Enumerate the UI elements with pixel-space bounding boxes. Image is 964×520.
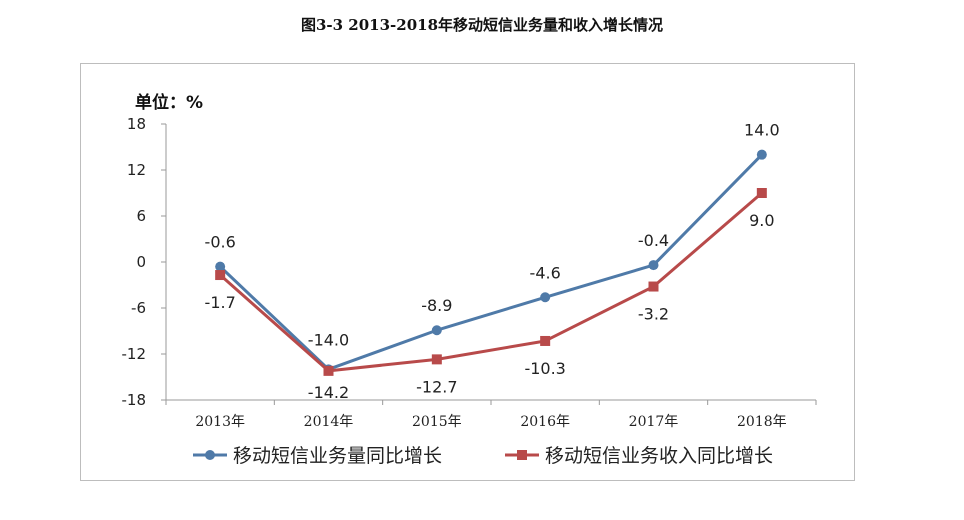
data-point: [756, 188, 767, 198]
data-label: -14.0: [308, 330, 349, 349]
data-label: -14.2: [308, 383, 349, 402]
y-tick-label: -18: [122, 391, 147, 409]
y-tick-label: 18: [127, 115, 146, 133]
data-point: [215, 261, 226, 272]
legend-label: 移动短信业务量同比增长: [233, 445, 442, 467]
y-axis: 18 12 6 0 -6 -12 -18: [122, 115, 167, 409]
series-line-1: [219, 153, 763, 371]
x-tick-label: 2018年: [737, 414, 787, 430]
chart-title: 图3-3 2013-2018年移动短信业务量和收入增长情况: [300, 16, 664, 34]
data-label: -0.6: [205, 233, 236, 252]
data-label: 9.0: [749, 211, 774, 230]
data-point: [431, 354, 442, 365]
data-point: [540, 335, 551, 346]
x-tick-label: 2014年: [304, 414, 354, 430]
data-label: -4.6: [530, 263, 561, 282]
data-label: -12.7: [416, 377, 457, 396]
data-label: -1.7: [205, 293, 236, 312]
legend-marker: [205, 450, 215, 460]
legend: 移动短信业务量同比增长 移动短信业务收入同比增长: [193, 445, 773, 467]
x-tick-label: 2013年: [195, 414, 245, 430]
y-tick-label: 12: [127, 161, 146, 179]
x-axis: 2013年 2014年 2015年 2016年 2017年 2018年: [165, 399, 817, 430]
series-layer: -0.6 -14.0 -8.9 -4.6 -0.4 14.0 -1.7 -14.2 -12.7 -…: [205, 121, 780, 402]
data-point: [756, 149, 767, 160]
data-label: -10.3: [524, 359, 565, 378]
x-tick-label: 2016年: [520, 414, 570, 430]
chart-frame: [80, 63, 855, 481]
data-point: [215, 270, 226, 281]
data-label: -0.4: [638, 231, 669, 250]
data-point: [540, 292, 551, 303]
y-tick-label: -6: [131, 299, 146, 317]
data-label: -3.2: [638, 305, 669, 324]
data-point: [648, 260, 659, 271]
y-tick-label: 6: [136, 207, 146, 225]
data-point: [648, 281, 659, 292]
legend-marker: [517, 450, 527, 460]
x-tick-label: 2017年: [629, 414, 679, 430]
legend-label: 移动短信业务收入同比增长: [545, 445, 773, 467]
y-tick-label: 0: [136, 253, 146, 271]
y-unit-label: 单位：%: [135, 92, 203, 113]
x-tick-label: 2015年: [412, 414, 462, 430]
data-label: 14.0: [744, 121, 780, 140]
series-line-2: [219, 191, 763, 373]
y-tick-label: -12: [122, 345, 147, 363]
data-point: [431, 325, 442, 336]
data-point: [323, 365, 334, 376]
data-label: -8.9: [421, 296, 452, 315]
